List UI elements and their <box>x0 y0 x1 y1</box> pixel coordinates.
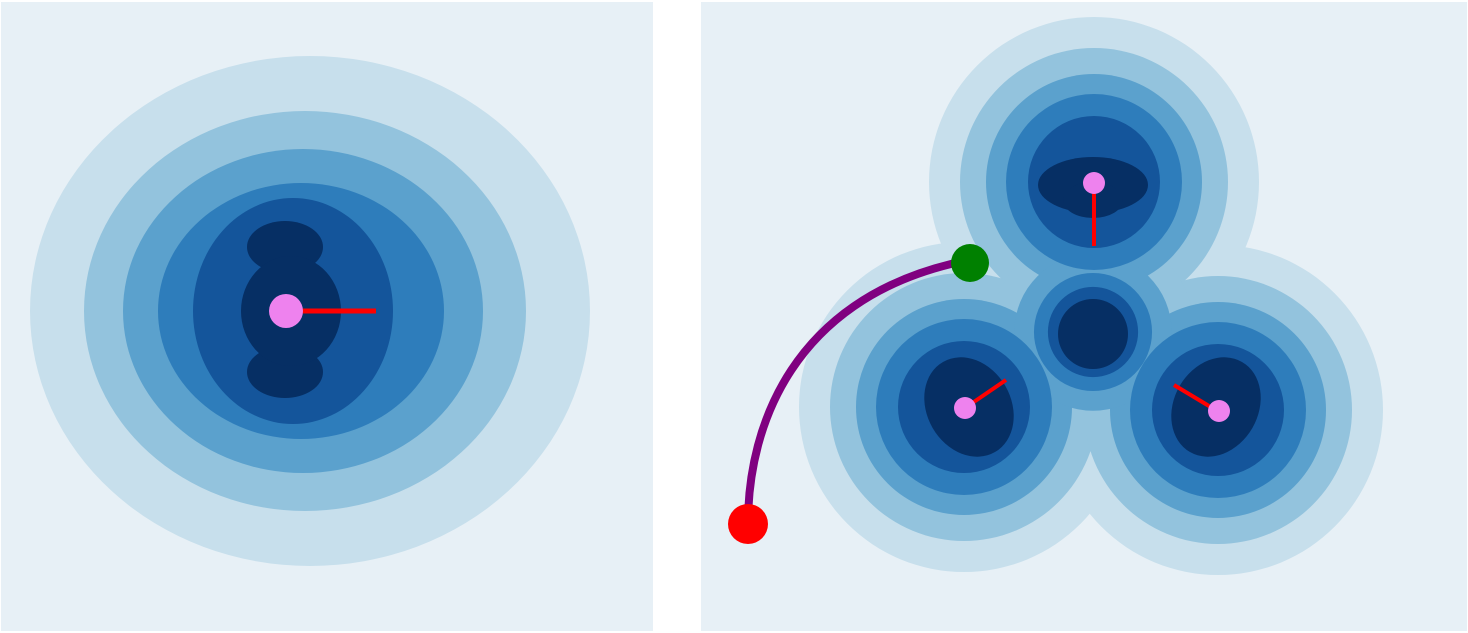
trajectory-path <box>744 258 973 528</box>
charge-dot <box>269 294 303 328</box>
charge-dot-top <box>1083 172 1105 194</box>
start-point-icon <box>728 504 768 544</box>
end-point-icon <box>951 244 989 282</box>
three-charge-plot <box>701 2 1467 631</box>
core-center <box>1058 299 1128 369</box>
charge-dot-bottom-left <box>954 397 976 419</box>
single-charge-panel <box>1 2 653 631</box>
three-charge-panel <box>701 2 1467 631</box>
single-charge-plot <box>1 2 653 631</box>
charge-dot-bottom-right <box>1208 400 1230 422</box>
